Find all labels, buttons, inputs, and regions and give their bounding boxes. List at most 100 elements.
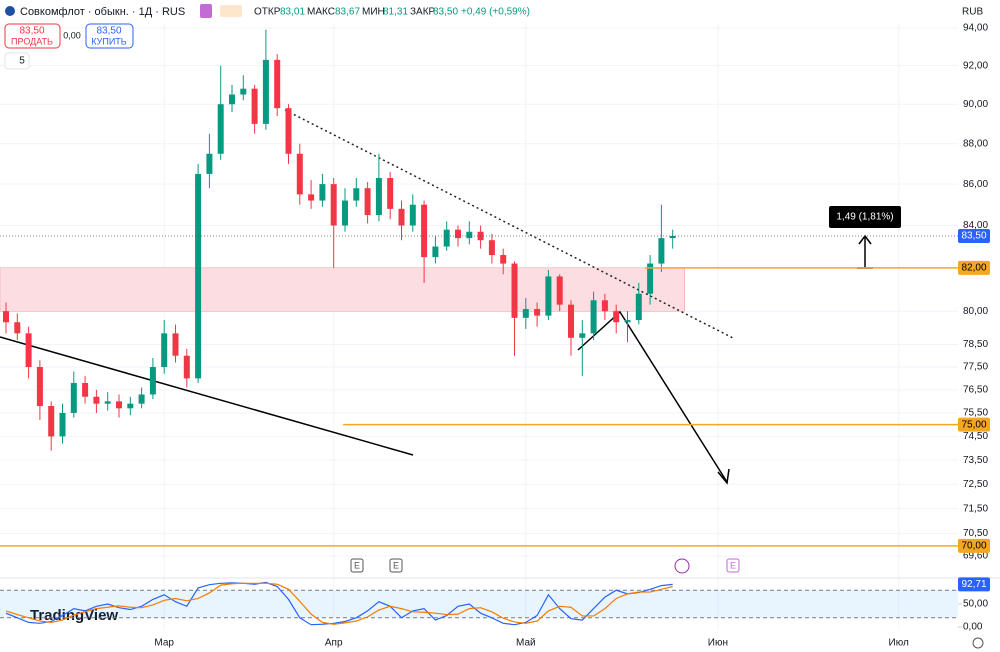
candle-body [568,304,574,338]
candle-body [398,208,405,226]
candle-body [624,320,631,323]
indicators-toggle[interactable] [4,52,30,70]
price-tag-label: 70,00 [961,541,986,552]
candle-body [353,188,360,201]
buy-price: 83,50 [96,26,121,37]
y-tick-label: 70,50 [963,528,988,539]
candle-body [590,300,597,334]
sell-price: 83,50 [19,26,44,37]
y-tick-label: 94,00 [963,22,988,33]
osc-tick-label: 0,00 [963,622,983,633]
candle-body [104,401,111,404]
x-tick-label: Май [516,638,536,649]
trend-line [0,336,414,456]
price-tag [958,260,990,275]
candle-body [658,238,665,264]
projection-arrow [577,310,728,483]
price-tag-label: 75,00 [961,419,986,430]
candle-body [240,88,247,95]
x-tick-label: Апр [325,638,343,649]
sell-label: ПРОДАТЬ [11,36,53,46]
y-tick-label: 71,50 [963,503,988,514]
candle-body [500,255,507,264]
price-tag [958,417,990,432]
y-tick-label: 78,50 [963,339,988,350]
candle-body [14,322,21,334]
y-tick-label: 72,50 [963,479,988,490]
osc-band [0,590,958,618]
settings-icon[interactable] [972,637,984,649]
flag-icon [200,4,212,18]
event-marker [726,558,740,573]
osc-line [5,581,673,626]
dividend-icon [674,558,690,574]
measure-box [829,206,901,228]
candle-body [183,355,190,379]
candle-body [432,246,439,258]
event-marker [350,558,364,573]
candle-body [364,188,371,216]
y-tick-label: 80,00 [963,306,988,317]
candle-body [319,184,326,201]
x-tick-label: Мар [154,638,174,649]
candle-body [635,293,642,321]
candle-body [308,194,315,201]
event-label: E [730,560,736,570]
candle-body [116,401,122,409]
stat-label: МАКС [307,7,335,18]
change: +0,49 (+0,59%) [461,7,530,18]
sell-button[interactable] [4,23,61,49]
candle-body [443,229,450,247]
candle-body [488,240,495,256]
candle-body [262,59,269,124]
currency[interactable]: RUB [962,7,983,18]
y-tick-label: 90,00 [963,99,988,110]
candle-body [93,396,100,404]
candle-body [82,382,89,397]
indicators-count: 5 [19,56,25,67]
candle-body [601,300,608,312]
y-tick-label: 86,00 [963,179,988,190]
stat-label: МИН [362,7,385,18]
candle-body [342,200,348,226]
candle-body [522,309,529,318]
y-tick-label: 74,50 [963,431,988,442]
stat-value: 81,31 [383,7,408,18]
symbol-title[interactable]: Совкомфлот · обыкн. · 1Д · RUS [20,6,185,18]
y-tick-label: 73,50 [963,455,988,466]
stat-value: 83,01 [280,7,305,18]
candle-body [138,394,145,404]
stat-label: ЗАКР [410,7,436,18]
candle-body [195,173,202,379]
price-tag [958,538,990,553]
y-tick-label: 84,00 [963,220,988,231]
y-tick-label: 92,00 [963,60,988,71]
osc-line [5,582,673,625]
candle-body [409,204,416,226]
candle-body [25,333,32,368]
candle-body [466,231,473,239]
candle-body [285,108,292,154]
candle-body [149,367,156,395]
stat-value: 83,67 [335,7,360,18]
candle-body [669,235,676,239]
candle-body [330,184,337,226]
candle-body [556,276,563,305]
price-tag-label: 83,50 [961,231,986,242]
zone [0,267,685,312]
candle-body [127,403,134,409]
candle-body [534,309,541,316]
candle-body [3,311,9,323]
osc-tag-label: 92,71 [961,579,986,590]
price-tag [958,228,990,243]
buy-button[interactable] [85,23,134,49]
candle-body [251,88,258,124]
candle-body [511,263,518,318]
candle-body [48,405,55,437]
candle-body [375,178,382,216]
trend-line-dotted [284,109,734,339]
candle-body [613,311,620,323]
candle-body [455,229,461,239]
osc-tick-label: 50,00 [963,599,988,610]
y-tick-label: 75,50 [963,408,988,419]
